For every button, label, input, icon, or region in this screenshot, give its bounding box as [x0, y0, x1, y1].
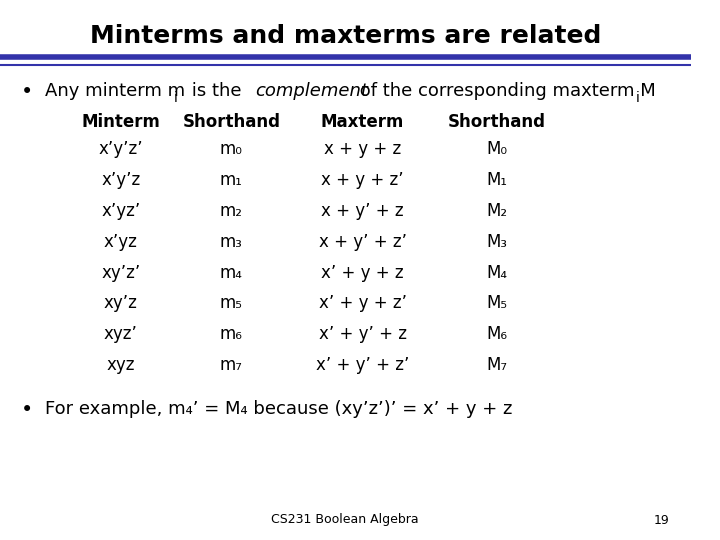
Text: i: i [174, 91, 178, 105]
Text: x’yz: x’yz [104, 233, 138, 251]
Text: x’ + y + z: x’ + y + z [321, 264, 404, 281]
Text: x + y’ + z: x + y’ + z [321, 202, 404, 220]
Text: Any minterm m: Any minterm m [45, 82, 185, 100]
Text: m₇: m₇ [220, 356, 243, 374]
Text: Minterms and maxterms are related: Minterms and maxterms are related [89, 24, 601, 48]
Text: m₁: m₁ [220, 171, 243, 189]
Text: x’ + y + z’: x’ + y + z’ [318, 294, 407, 312]
Text: x + y + z: x + y + z [324, 140, 401, 158]
Text: •: • [21, 82, 33, 102]
Text: is the: is the [186, 82, 248, 100]
Text: x’y’z’: x’y’z’ [99, 140, 143, 158]
Text: xyz: xyz [107, 356, 135, 374]
Text: x + y + z’: x + y + z’ [321, 171, 404, 189]
Text: of the corresponding maxterm M: of the corresponding maxterm M [354, 82, 655, 100]
Text: xyz’: xyz’ [104, 325, 138, 343]
Text: xy’z: xy’z [104, 294, 138, 312]
Text: m₄: m₄ [220, 264, 243, 281]
Text: M₇: M₇ [487, 356, 508, 374]
Text: M₁: M₁ [487, 171, 508, 189]
Text: m₂: m₂ [220, 202, 243, 220]
Text: x’ + y’ + z: x’ + y’ + z [318, 325, 407, 343]
Text: x + y’ + z’: x + y’ + z’ [318, 233, 407, 251]
Text: Maxterm: Maxterm [321, 113, 404, 131]
Text: M₄: M₄ [487, 264, 508, 281]
Text: M₆: M₆ [487, 325, 508, 343]
Text: Minterm: Minterm [81, 113, 161, 131]
Text: 19: 19 [654, 514, 670, 526]
Text: xy’z’: xy’z’ [102, 264, 140, 281]
Text: m₀: m₀ [220, 140, 243, 158]
Text: M₃: M₃ [487, 233, 508, 251]
Text: M₀: M₀ [487, 140, 508, 158]
Text: Shorthand: Shorthand [182, 113, 280, 131]
Text: x’yz’: x’yz’ [102, 202, 140, 220]
Text: x’ + y’ + z’: x’ + y’ + z’ [316, 356, 409, 374]
Text: M₂: M₂ [487, 202, 508, 220]
Text: m₅: m₅ [220, 294, 243, 312]
Text: complement: complement [256, 82, 369, 100]
Text: m₆: m₆ [220, 325, 243, 343]
Text: i: i [635, 91, 639, 105]
Text: x’y’z: x’y’z [102, 171, 140, 189]
Text: CS231 Boolean Algebra: CS231 Boolean Algebra [271, 514, 419, 526]
Text: For example, m₄’ = M₄ because (xy’z’)’ = x’ + y + z: For example, m₄’ = M₄ because (xy’z’)’ =… [45, 400, 512, 417]
Text: m₃: m₃ [220, 233, 243, 251]
Text: M₅: M₅ [487, 294, 508, 312]
Text: •: • [21, 400, 33, 420]
Text: Shorthand: Shorthand [448, 113, 546, 131]
